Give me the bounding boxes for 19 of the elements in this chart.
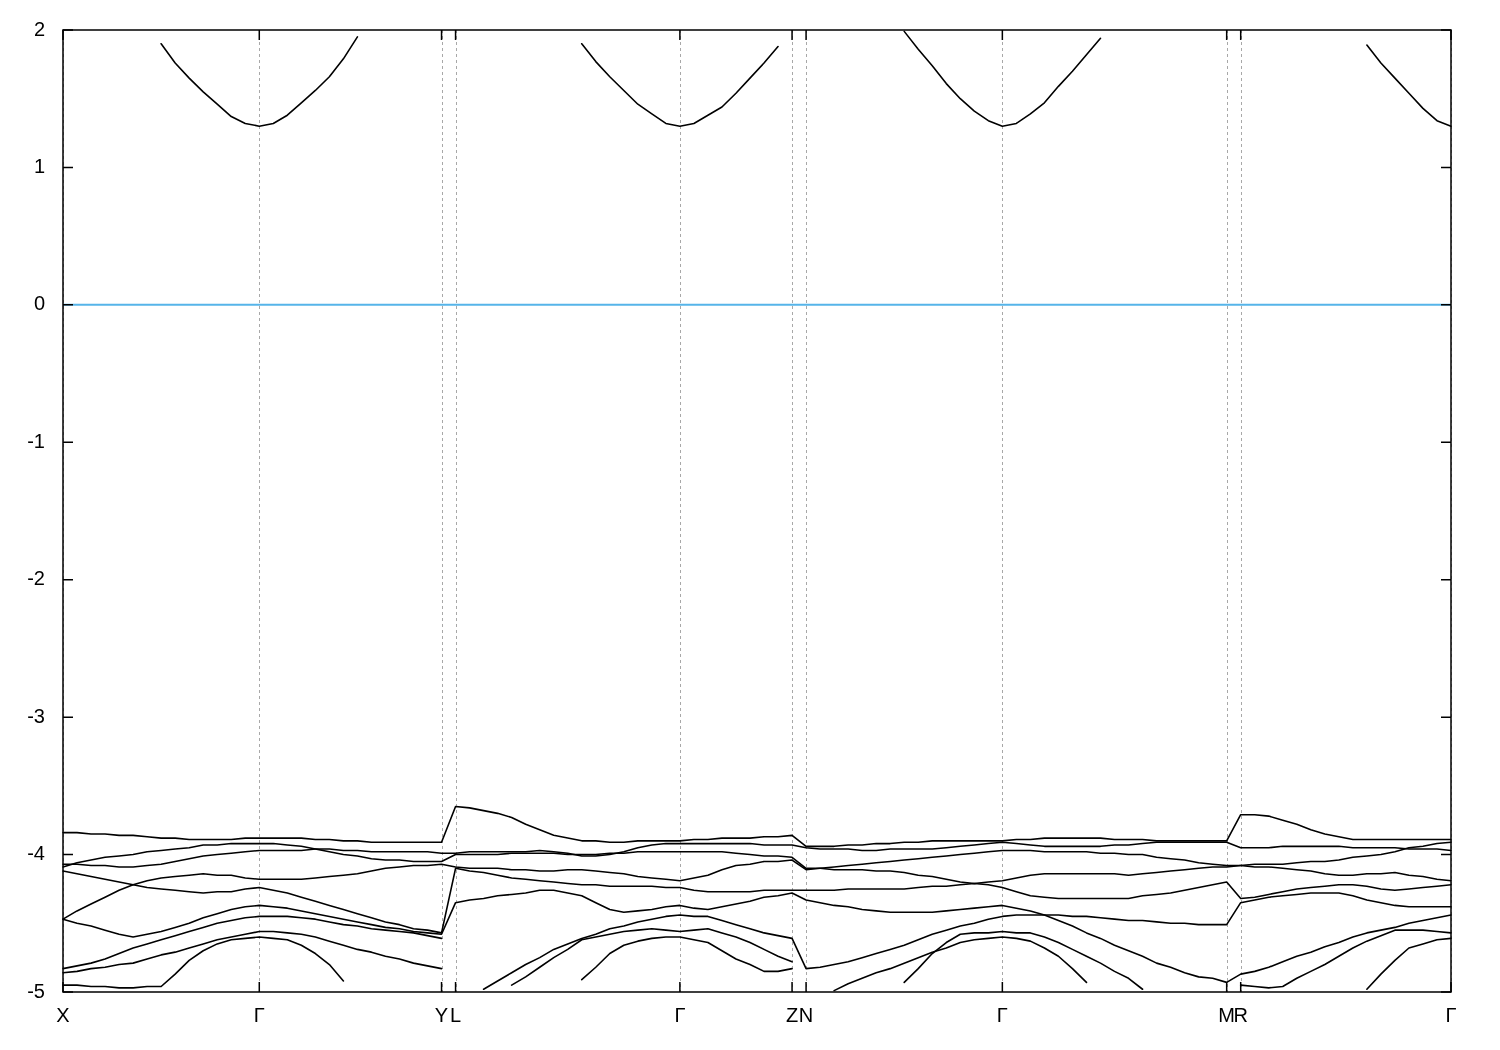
x-tick-label: Γ bbox=[1445, 1003, 1457, 1026]
x-tick-label: L bbox=[450, 1003, 462, 1026]
x-tick-label: Z bbox=[785, 1003, 799, 1026]
x-tick-label: Γ bbox=[253, 1003, 265, 1026]
y-tick-label: -2 bbox=[27, 567, 45, 590]
y-tick-label: 0 bbox=[33, 292, 45, 315]
x-tick-label: Y bbox=[434, 1003, 449, 1026]
x-tick-label: N bbox=[798, 1003, 814, 1026]
y-tick-label: 1 bbox=[33, 154, 45, 177]
x-tick-label: Γ bbox=[996, 1003, 1008, 1026]
y-tick-label: -4 bbox=[27, 842, 45, 865]
y-tick-label: -5 bbox=[27, 979, 45, 1002]
x-tick-label: X bbox=[56, 1003, 70, 1026]
x-tick-label: M bbox=[1218, 1003, 1236, 1026]
x-tick-label: R bbox=[1233, 1003, 1248, 1026]
y-tick-label: -3 bbox=[27, 704, 45, 727]
x-tick-label: Γ bbox=[674, 1003, 686, 1026]
y-tick-label: -1 bbox=[27, 429, 45, 452]
y-tick-label: 2 bbox=[33, 17, 45, 40]
